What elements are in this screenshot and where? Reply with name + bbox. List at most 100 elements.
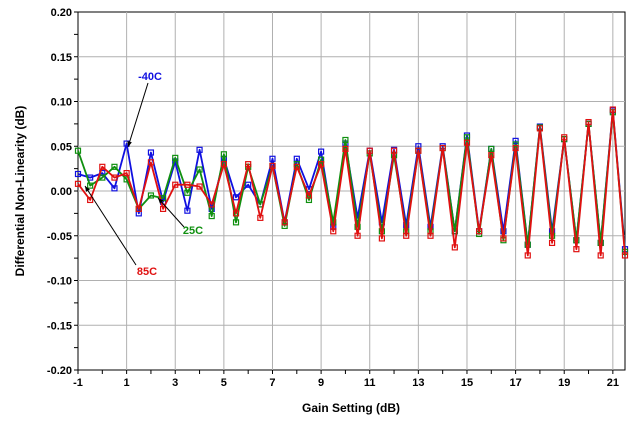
x-tick-label: 11: [364, 377, 376, 389]
data-point-85c: [366, 147, 373, 154]
data-point-25c: [184, 189, 191, 196]
data-point-40c: [245, 181, 252, 188]
data-point-85c: [463, 139, 471, 146]
x-tick-label: 1: [124, 377, 130, 389]
y-tick-label: -0.15: [47, 320, 72, 332]
data-point-25c: [172, 154, 179, 161]
annotation-label: 25C: [183, 225, 203, 237]
data-point-25c: [74, 147, 82, 154]
data-point-40c: [318, 148, 325, 155]
y-tick-label: 0.10: [51, 97, 72, 109]
x-tick-label: 13: [412, 377, 424, 389]
data-point-25c: [342, 136, 349, 144]
data-point-85c: [621, 252, 629, 259]
x-axis-title: Gain Setting (dB): [302, 401, 400, 415]
data-point-85c: [135, 205, 142, 212]
data-point-85c: [196, 183, 203, 190]
x-tick-label: 5: [221, 377, 227, 389]
data-point-40c: [269, 155, 276, 162]
data-point-85c: [536, 125, 544, 132]
y-tick-label: -0.10: [47, 276, 72, 288]
data-point-85c: [159, 205, 167, 212]
data-point-25c: [147, 192, 155, 199]
y-tick-label: -0.20: [47, 365, 72, 377]
annotation-label: 85C: [137, 266, 157, 278]
data-point-25c: [196, 166, 203, 173]
data-point-85c: [232, 210, 240, 217]
data-point-25c: [87, 182, 94, 189]
series-line-85c: [77, 108, 626, 257]
data-point-85c: [354, 232, 361, 239]
data-point-25c: [220, 151, 227, 158]
data-point-85c: [415, 147, 422, 154]
grid: [78, 12, 625, 370]
data-point-25c: [281, 222, 288, 230]
annotation-arrowhead: [127, 141, 132, 147]
data-point-85c: [597, 252, 604, 259]
data-point-85c: [500, 235, 507, 242]
x-tick-label: 21: [607, 377, 619, 389]
data-point-85c: [512, 144, 519, 152]
annotation-arrow-line: [127, 82, 149, 148]
data-point-85c: [184, 181, 191, 188]
data-point-85c: [330, 228, 337, 235]
data-point-85c: [99, 163, 106, 170]
data-point-85c: [74, 180, 82, 187]
data-point-85c: [488, 152, 495, 159]
annotation-arrow-line: [84, 185, 137, 266]
data-point-85c: [548, 239, 556, 247]
data-point-40c: [74, 170, 82, 178]
data-point-85c: [87, 196, 94, 204]
data-point-85c: [208, 201, 215, 208]
data-point-85c: [293, 163, 300, 170]
data-point-40c: [512, 137, 519, 144]
x-tick-label: 19: [558, 377, 570, 389]
x-tick-label: 17: [509, 377, 521, 389]
data-point-25c: [232, 219, 240, 226]
data-point-85c: [524, 252, 531, 259]
data-point-25c: [208, 212, 215, 220]
data-point-85c: [257, 214, 264, 221]
x-tick-label: 7: [269, 377, 275, 389]
x-tick-label: 3: [172, 377, 178, 389]
y-axis-title: Differential Non-Linearity (dB): [13, 106, 27, 277]
x-tick-label: 15: [461, 377, 473, 389]
data-point-85c: [281, 219, 288, 226]
axes: -0.20 -0.15 -0.10 -0.05 0.00 0.05 0.10 0.15 0.20…: [47, 7, 619, 389]
series-group: [74, 106, 629, 259]
y-tick-label: -0.05: [47, 231, 72, 243]
annotation-label: -40C: [138, 71, 162, 83]
data-point-85c: [342, 145, 349, 153]
data-point-85c: [451, 244, 458, 251]
data-point-40c: [184, 207, 191, 214]
data-point-85c: [378, 235, 385, 242]
data-point-85c: [427, 232, 434, 239]
data-point-85c: [476, 228, 483, 235]
data-point-85c: [609, 106, 616, 113]
y-tick-label: 0.05: [51, 141, 72, 153]
data-point-85c: [220, 161, 227, 168]
annotation-arrowhead: [158, 198, 164, 204]
data-point-85c: [123, 170, 130, 177]
data-point-25c: [488, 145, 495, 153]
data-point-85c: [172, 181, 179, 188]
data-point-85c: [269, 162, 276, 170]
data-point-40c: [196, 146, 203, 153]
data-point-85c: [245, 161, 252, 168]
data-point-25c: [99, 174, 106, 181]
data-point-85c: [561, 134, 568, 141]
data-point-85c: [390, 147, 398, 154]
data-point-85c: [439, 144, 446, 152]
x-tick-label: -1: [73, 377, 83, 389]
y-tick-label: 0.20: [51, 7, 72, 19]
y-tick-label: 0.00: [51, 186, 72, 198]
x-tick-label: 9: [318, 377, 324, 389]
annotation-arrow-line: [157, 197, 185, 228]
data-point-40c: [111, 185, 118, 192]
data-point-85c: [111, 174, 118, 181]
annotations: -40C 25C 85C: [84, 71, 203, 278]
data-point-85c: [585, 118, 592, 126]
data-point-25c: [512, 141, 519, 148]
annotation-arrowhead: [85, 186, 90, 192]
data-point-40c: [232, 194, 240, 201]
